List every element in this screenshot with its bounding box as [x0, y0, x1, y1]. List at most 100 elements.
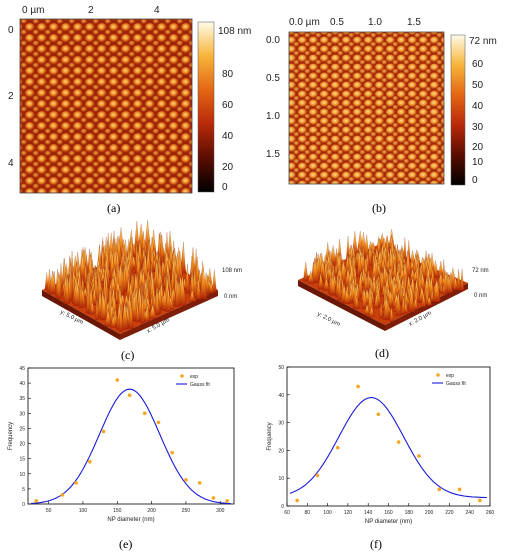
exp-point [315, 473, 320, 478]
x-tick-label: 50 [46, 508, 52, 514]
surface-peak [343, 288, 350, 304]
y-tick-label: 50 [278, 365, 284, 371]
y-tick-label: 25 [19, 426, 25, 432]
caption-b: (b) [372, 201, 386, 215]
exp-point [478, 498, 482, 503]
colorbar-b-tick-5: 20 [472, 142, 484, 153]
z-top-d: 72 nm [472, 268, 489, 274]
x-axis-title: NP diameter (nm) [365, 519, 412, 525]
surface-peak [389, 306, 394, 322]
surface-peak [408, 287, 415, 312]
surface-peak [160, 256, 165, 283]
y-tick-a-1: 2 [8, 91, 14, 102]
colorbar-a-tick-1: 80 [222, 69, 234, 80]
exp-point [156, 420, 161, 425]
y-tick-label: 5 [22, 487, 25, 493]
surface-peak [421, 292, 426, 308]
panel-b: 0.0 µm 0.5 1.0 1.5 0.0 0.5 1.0 1.5 72 nm… [266, 17, 497, 186]
colorbar-a [197, 21, 215, 193]
x-tick-a-0: 0 µm [22, 5, 44, 16]
x-tick-label: 160 [384, 510, 393, 516]
y-axis-label-d: y: 2.0 µm [316, 311, 341, 328]
chart-f: 60 80 100 120 140 160 180 200 220 240 260 0 10 20 30 40… [267, 365, 494, 525]
colorbar-a-tick-4: 20 [222, 162, 234, 173]
surface-peak [55, 273, 62, 299]
surface-peaks-c [44, 220, 217, 332]
y-tick-label: 45 [19, 366, 25, 372]
x-tick-label: 200 [147, 508, 156, 514]
legend-exp-label: exp [190, 374, 198, 380]
y-tick-b-1: 0.5 [266, 73, 280, 84]
surface-peak [318, 272, 324, 290]
x-tick-label: 120 [344, 510, 353, 516]
surface-peak [148, 304, 157, 320]
x-tick-b-3: 1.5 [407, 17, 421, 28]
legend-exp-marker [180, 374, 184, 378]
y-tick-label: 30 [278, 421, 284, 427]
x-tick-label: 180 [405, 510, 414, 516]
z-bottom-c: 0 nm [224, 294, 237, 300]
exp-point [170, 450, 174, 455]
surface-peak [366, 267, 371, 293]
x-tick-label: 100 [323, 510, 332, 516]
surface-peak [368, 305, 375, 317]
surface-peak [181, 241, 186, 274]
colorbar-b-tick-2: 50 [472, 80, 484, 91]
surface-peak [121, 301, 129, 330]
surface-peak [212, 269, 217, 293]
surface-peak [354, 295, 359, 309]
exp-point [88, 459, 92, 464]
exp-point [225, 499, 229, 503]
surface-peak [178, 275, 187, 306]
surface-peak [337, 276, 343, 301]
surface-peak [379, 301, 383, 319]
surface-peak [99, 295, 108, 321]
colorbar-a-tick-3: 40 [222, 131, 234, 142]
surface-peak [323, 277, 330, 291]
colorbar-b [450, 34, 466, 186]
surface-peak [357, 271, 364, 298]
surface-peak [430, 290, 435, 302]
surface-peak [95, 295, 99, 321]
surface-peak [432, 279, 441, 302]
caption-a: (a) [107, 201, 121, 215]
x-tick-a-1: 2 [88, 5, 94, 16]
exp-point [74, 481, 78, 485]
surface-peak [185, 263, 190, 294]
y-tick-label: 40 [278, 393, 284, 399]
exp-point [101, 429, 106, 434]
x-tick-label: 220 [445, 510, 454, 516]
x-tick-b-1: 0.5 [330, 17, 344, 28]
y-tick-label: 20 [278, 448, 284, 454]
surface-peak [361, 288, 368, 309]
surface-peak [442, 282, 446, 295]
colorbar-a-tick-0: 108 nm [218, 26, 251, 37]
surface-peak [363, 304, 371, 316]
exp-point [457, 487, 462, 492]
x-tick-label: 250 [182, 508, 191, 514]
x-tick-label: 140 [364, 510, 373, 516]
exp-point [115, 378, 120, 382]
colorbar-a-tick-5: 0 [222, 182, 228, 193]
exp-point [335, 445, 340, 450]
surface-peak [174, 277, 180, 307]
exp-point [211, 496, 216, 500]
surface-peak [118, 304, 124, 332]
colorbar-b-tick-3: 40 [472, 101, 484, 112]
exp-point [417, 454, 421, 458]
surface-peak [165, 287, 172, 312]
y-axis-title: Frequency [8, 422, 14, 450]
chart-e: 50 100 150 200 250 300 0 5 10 15 20 25 30 35 40 45 NP di… [8, 366, 235, 523]
x-axis-title: NP diameter (nm) [107, 517, 154, 523]
surface-peak [459, 268, 464, 291]
z-top-c: 108 nm [222, 268, 242, 274]
surface-peak [334, 262, 339, 277]
surface-peak [188, 289, 196, 302]
y-tick-a-0: 0 [8, 25, 14, 36]
legend-fit-label: Gauss fit [446, 381, 466, 387]
surface-peak [155, 291, 160, 315]
caption-c: (c) [121, 348, 135, 362]
exp-point [184, 478, 188, 482]
surface-peak [452, 276, 459, 290]
surface-peak [373, 293, 380, 309]
